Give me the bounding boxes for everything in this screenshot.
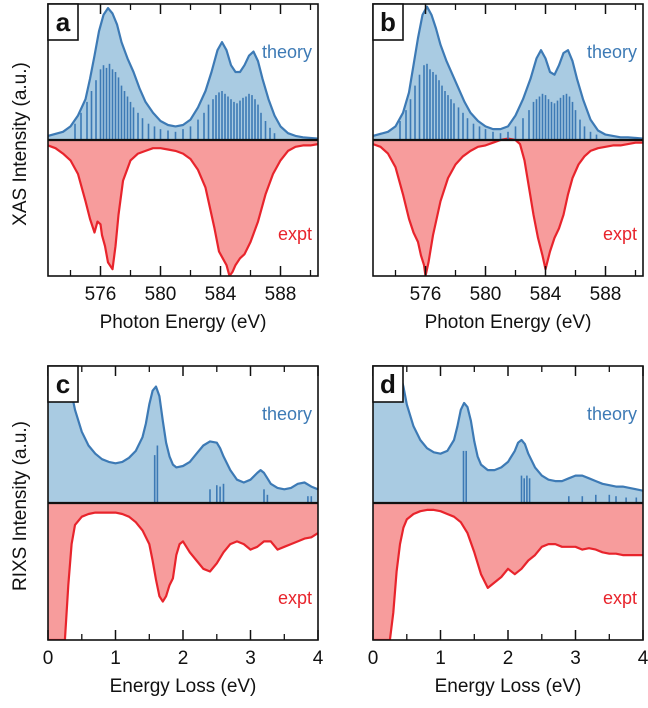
legend-label-expt: expt: [278, 588, 312, 608]
x-axis-label: Photon Energy (eV): [100, 312, 267, 333]
legend-label-expt: expt: [278, 224, 312, 244]
series-expt-fill: [48, 503, 318, 640]
series-expt-line: [373, 508, 643, 640]
xas-y-axis-label: XAS Intensity (a.u.): [10, 62, 31, 226]
x-tick-label: 584: [530, 284, 562, 305]
series-theory-line: [373, 5, 643, 140]
series-expt-line: [48, 143, 318, 276]
legend-label-theory: theory: [262, 42, 312, 62]
plot-area: [373, 5, 643, 276]
x-tick-label: 580: [470, 284, 502, 305]
series-theory-fill: [48, 366, 318, 503]
x-tick-label: 584: [205, 284, 237, 305]
panel-letter: b: [380, 7, 396, 37]
plot-area: [48, 366, 318, 640]
plot-area: [373, 366, 643, 640]
x-tick-label: 588: [265, 284, 297, 305]
series-expt-fill: [48, 140, 318, 276]
rixs-y-axis-label: RIXS Intensity (a.u.): [10, 421, 31, 591]
series-theory-fill: [373, 6, 643, 141]
series-theory-line: [48, 7, 318, 140]
x-tick-label: 0: [43, 648, 54, 669]
legend-label-expt: expt: [603, 588, 637, 608]
plot-frame: [372, 3, 644, 277]
x-tick-label: 576: [410, 284, 442, 305]
x-tick-label: 2: [503, 648, 514, 669]
plot-frame: [47, 3, 319, 277]
legend-label-theory: theory: [262, 404, 312, 424]
series-expt-fill: [373, 138, 643, 276]
x-tick-label: 4: [638, 648, 648, 669]
x-tick-label: 3: [245, 648, 256, 669]
series-theory-line: [48, 366, 318, 491]
x-tick-label: 1: [110, 648, 121, 669]
panels: theory expt 576 580 584 588 Photon Energy (eV)…: [43, 3, 648, 697]
x-axis-label: Energy Loss (eV): [435, 676, 582, 697]
series-theory-line: [373, 366, 643, 492]
x-tick-label: 3: [570, 648, 581, 669]
panel-d: theory expt 0 1 2 3 4 Energy Loss (eV) d: [368, 365, 648, 697]
x-tick-label: 2: [178, 648, 189, 669]
x-tick-label: 576: [85, 284, 117, 305]
panel-letter-box: [372, 365, 404, 403]
legend-label-theory: theory: [587, 404, 637, 424]
panel-a: theory expt 576 580 584 588 Photon Energy (eV)…: [47, 3, 319, 333]
panel-letter-box: [47, 365, 79, 403]
series-expt-fill: [373, 503, 643, 640]
panel-letter-box: [372, 3, 404, 41]
x-tick-label: 580: [145, 284, 177, 305]
panel-c: theory expt 0 1 2 3 4 Energy Loss (eV) c: [43, 365, 324, 697]
panel-letter: a: [56, 7, 71, 37]
x-axis-label: Energy Loss (eV): [110, 676, 257, 697]
panel-letter: c: [56, 369, 70, 399]
x-tick-label: 4: [313, 648, 324, 669]
panel-b: theory expt 576 580 584 588 Photon Energy (eV)…: [372, 3, 644, 333]
series-theory-fill: [373, 366, 643, 503]
x-tick-label: 1: [435, 648, 446, 669]
panel-letter: d: [380, 369, 396, 399]
series-expt-line: [48, 511, 318, 640]
x-tick-label: 0: [368, 648, 379, 669]
plot-area: [48, 7, 318, 276]
panel-letter-box: [47, 3, 79, 41]
x-axis-label: Photon Energy (eV): [425, 312, 592, 333]
x-tick-label: 588: [590, 284, 622, 305]
legend-label-expt: expt: [603, 224, 637, 244]
legend-label-theory: theory: [587, 42, 637, 62]
